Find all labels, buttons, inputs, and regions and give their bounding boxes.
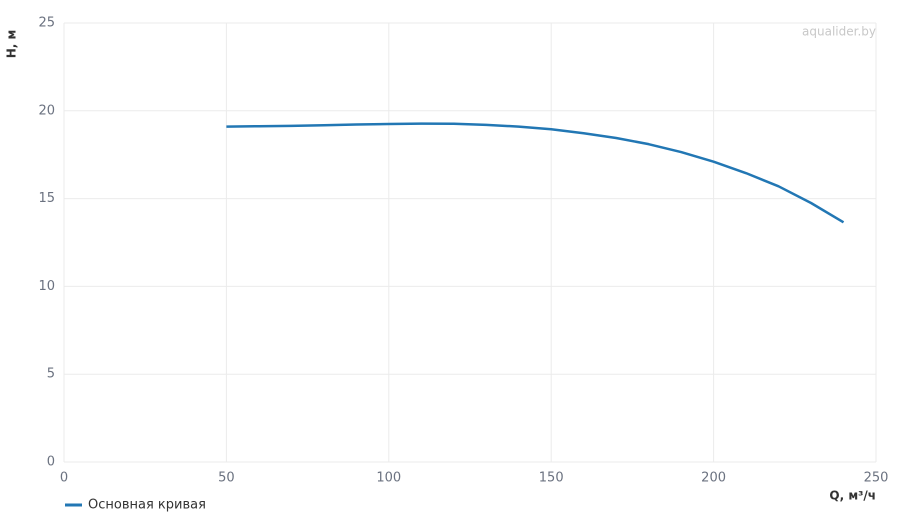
y-tick-label: 15 <box>38 191 55 206</box>
y-axis-label: H, м <box>5 30 19 59</box>
x-tick-label: 200 <box>701 471 726 486</box>
y-tick-label: 20 <box>38 103 55 118</box>
line <box>226 122 845 224</box>
y-tick-label: 25 <box>38 16 55 31</box>
x-tick-label: 0 <box>60 471 68 486</box>
x-tick-label: 250 <box>864 471 889 486</box>
x-tick-label: 50 <box>218 471 235 486</box>
watermark: aqualider.by <box>802 25 876 39</box>
x-axis-label: Q, м³/ч <box>829 489 876 503</box>
y-tick-label: 10 <box>38 279 55 294</box>
legend-label: Основная кривая <box>88 498 206 513</box>
x-tick-label: 100 <box>376 471 401 486</box>
x-tick-label: 150 <box>539 471 564 486</box>
y-tick-label: 0 <box>47 455 55 470</box>
y-tick-label: 5 <box>47 367 55 382</box>
